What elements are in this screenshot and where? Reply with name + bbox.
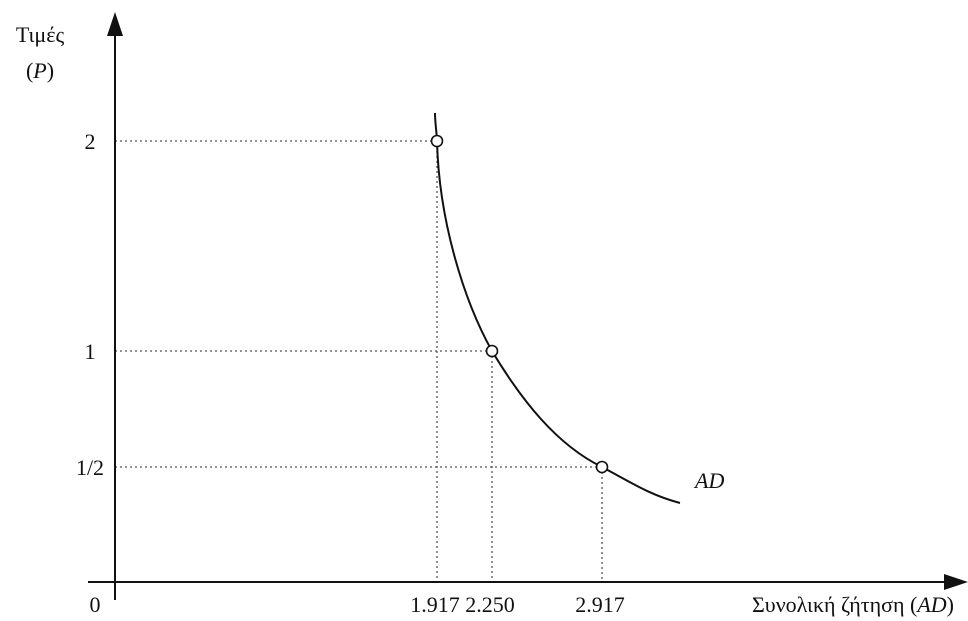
y-tick-labels: 2 1 1/2 xyxy=(76,129,104,480)
y-tick-label: 2 xyxy=(85,129,96,154)
ad-curve xyxy=(434,112,681,504)
y-axis-symbol: (P) xyxy=(26,58,54,83)
data-points xyxy=(430,134,609,474)
x-axis-title: Συνολική ζήτηση (AD) xyxy=(752,592,954,617)
y-axis-arrow-icon xyxy=(107,12,123,36)
data-point xyxy=(595,460,609,474)
x-tick-label: 2.917 xyxy=(575,592,625,617)
curve-label: AD xyxy=(693,468,724,493)
data-point xyxy=(485,344,499,358)
x-tick-labels: 1.917 2.250 2.917 xyxy=(410,592,625,617)
x-axis-arrow-icon xyxy=(944,574,968,590)
data-point xyxy=(430,134,444,148)
y-tick-label: 1 xyxy=(85,339,96,364)
x-tick-label: 1.917 xyxy=(410,592,460,617)
x-tick-label: 2.250 xyxy=(465,592,515,617)
origin-label: 0 xyxy=(90,592,101,617)
y-axis-title: Τιμές xyxy=(16,22,65,47)
guide-lines xyxy=(115,140,603,582)
y-tick-label: 1/2 xyxy=(76,455,104,480)
